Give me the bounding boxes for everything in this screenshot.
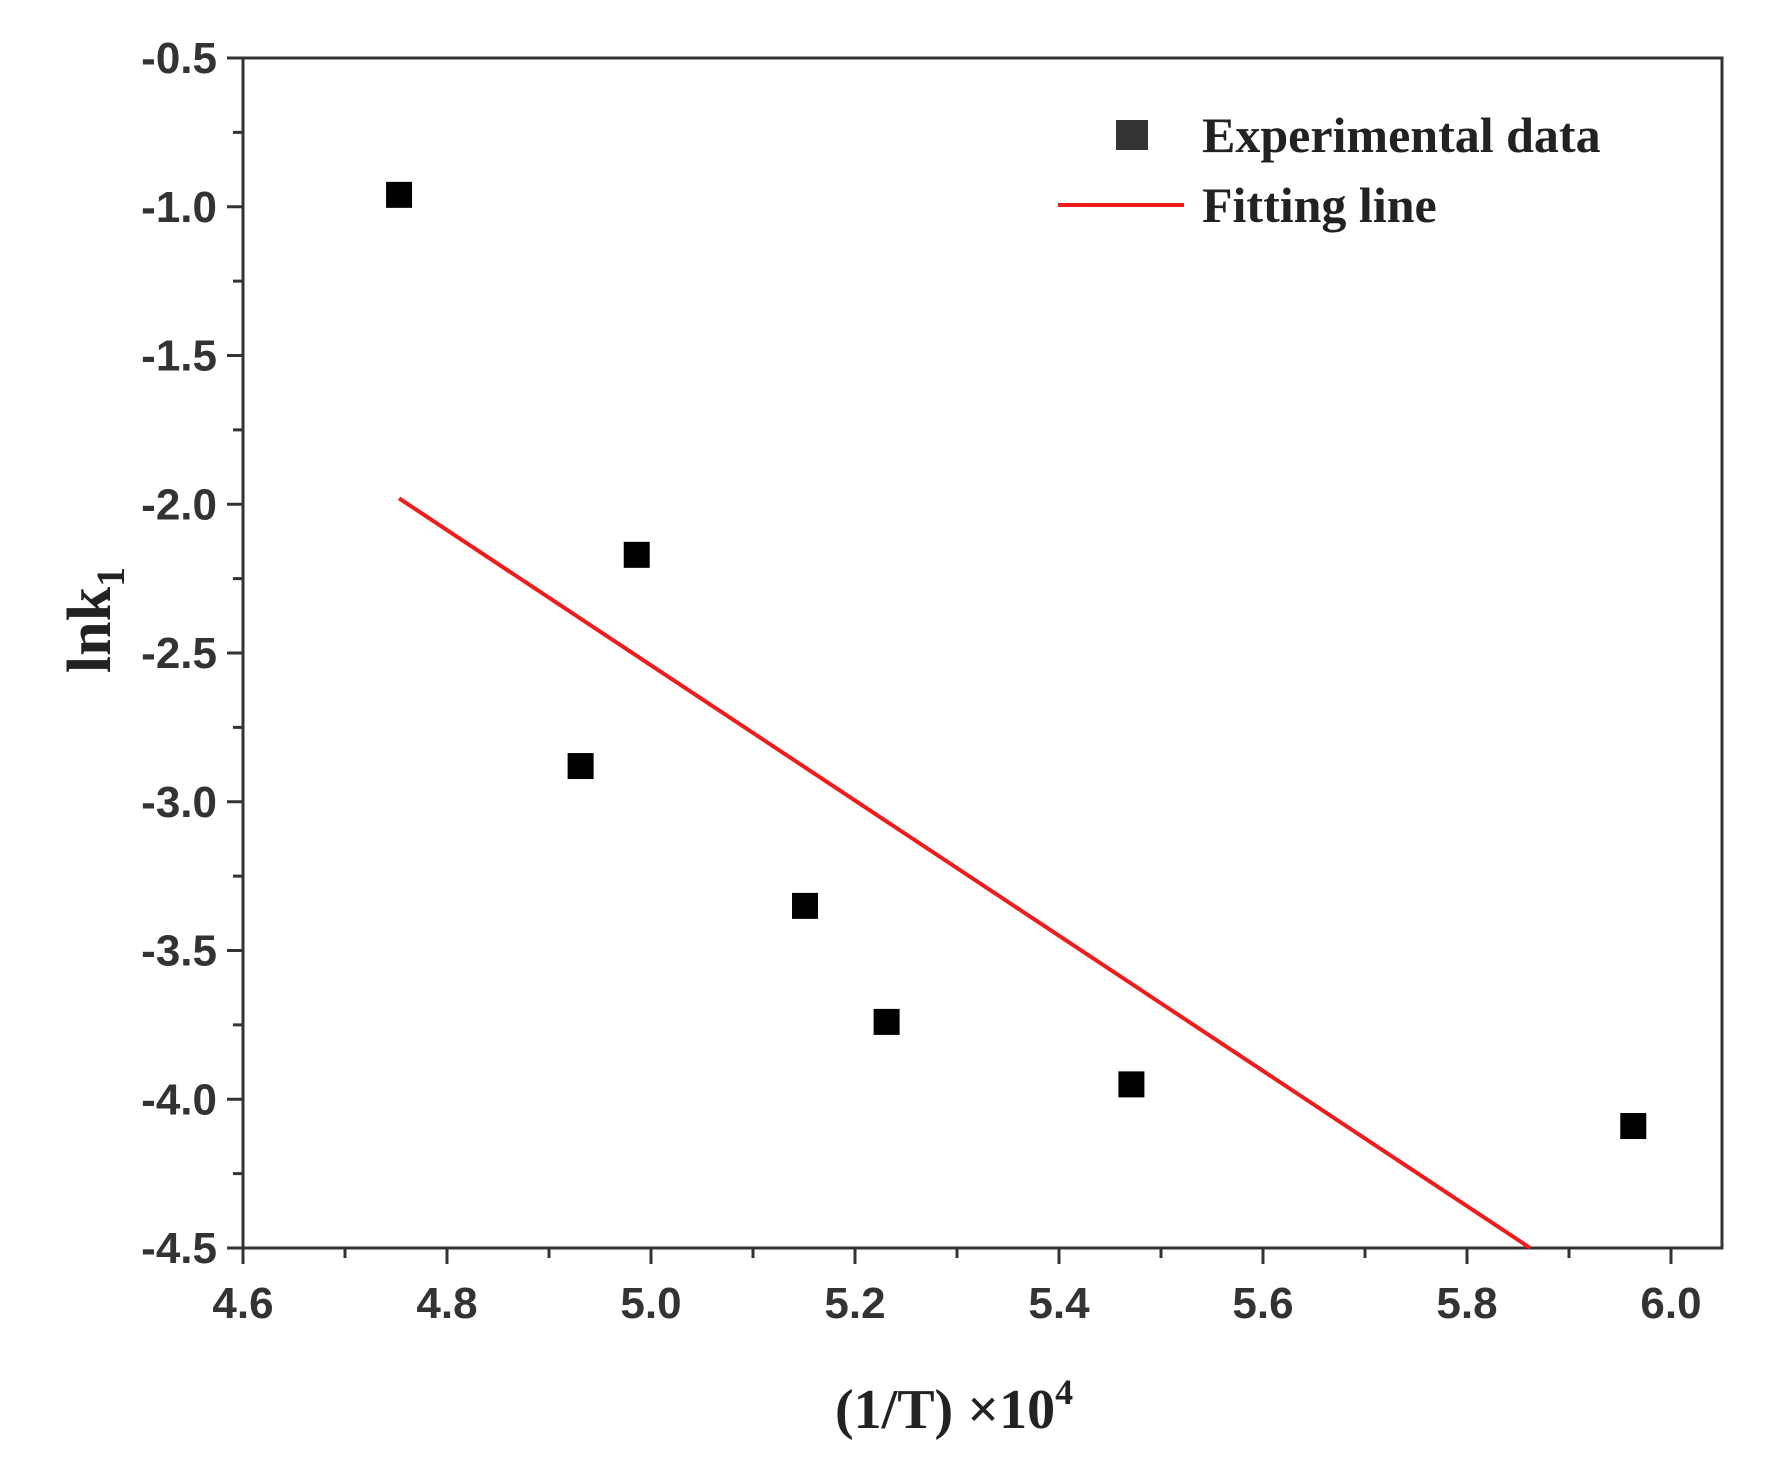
data-point bbox=[1620, 1113, 1647, 1140]
x-tick-label: 6.0 bbox=[1640, 1279, 1701, 1328]
x-tick-label: 5.4 bbox=[1028, 1279, 1090, 1328]
x-tick-label: 5.2 bbox=[824, 1279, 885, 1328]
x-tick-label: 5.0 bbox=[620, 1279, 681, 1328]
x-tick-label: 5.6 bbox=[1232, 1279, 1293, 1328]
y-tick-label: -2.0 bbox=[141, 480, 217, 529]
data-point bbox=[567, 753, 594, 780]
y-tick-label: -4.0 bbox=[141, 1075, 217, 1124]
x-tick-label: 5.8 bbox=[1436, 1279, 1497, 1328]
series-layer bbox=[386, 181, 1647, 1250]
axes-layer: 4.6 4.8 5.0 5.2 5.4 5.6 5.8 6.0 -0.5 -1.0 -1.5 -2.0… bbox=[141, 34, 1724, 1328]
y-tick-label: -3.0 bbox=[141, 778, 217, 827]
y-tick-label: -2.5 bbox=[141, 629, 217, 678]
y-axis-title-subscript: 1 bbox=[88, 567, 133, 587]
y-tick-label: -3.5 bbox=[141, 927, 217, 976]
data-point bbox=[873, 1008, 900, 1035]
y-tick-label: -4.5 bbox=[141, 1224, 217, 1273]
y-axis-title: lnk1 bbox=[56, 567, 133, 673]
y-tick-label: -1.5 bbox=[141, 332, 217, 381]
legend-marker-experimental-data bbox=[1116, 120, 1148, 150]
plot-frame bbox=[241, 56, 1724, 1250]
data-point bbox=[623, 541, 650, 568]
x-tick-label: 4.6 bbox=[212, 1279, 273, 1328]
legend-label-fitting-line: Fitting line bbox=[1202, 177, 1437, 233]
x-axis-title-superscript: 4 bbox=[1055, 1372, 1073, 1412]
y-tick-label: -0.5 bbox=[141, 34, 217, 83]
fitting-line bbox=[397, 496, 1532, 1250]
y-tick-label: -1.0 bbox=[141, 183, 217, 232]
data-point bbox=[1118, 1071, 1145, 1098]
data-point bbox=[792, 892, 819, 919]
legend-label-experimental-data: Experimental data bbox=[1202, 107, 1601, 163]
x-axis-title: (1/T) ×104 bbox=[835, 1372, 1073, 1441]
legend: Experimental data Fitting line bbox=[1058, 107, 1601, 233]
x-axis-title-text: (1/T) ×10 bbox=[835, 1379, 1055, 1441]
data-point bbox=[386, 181, 413, 208]
y-axis-title-text: lnk bbox=[56, 586, 124, 673]
x-tick-label: 4.8 bbox=[416, 1279, 477, 1328]
